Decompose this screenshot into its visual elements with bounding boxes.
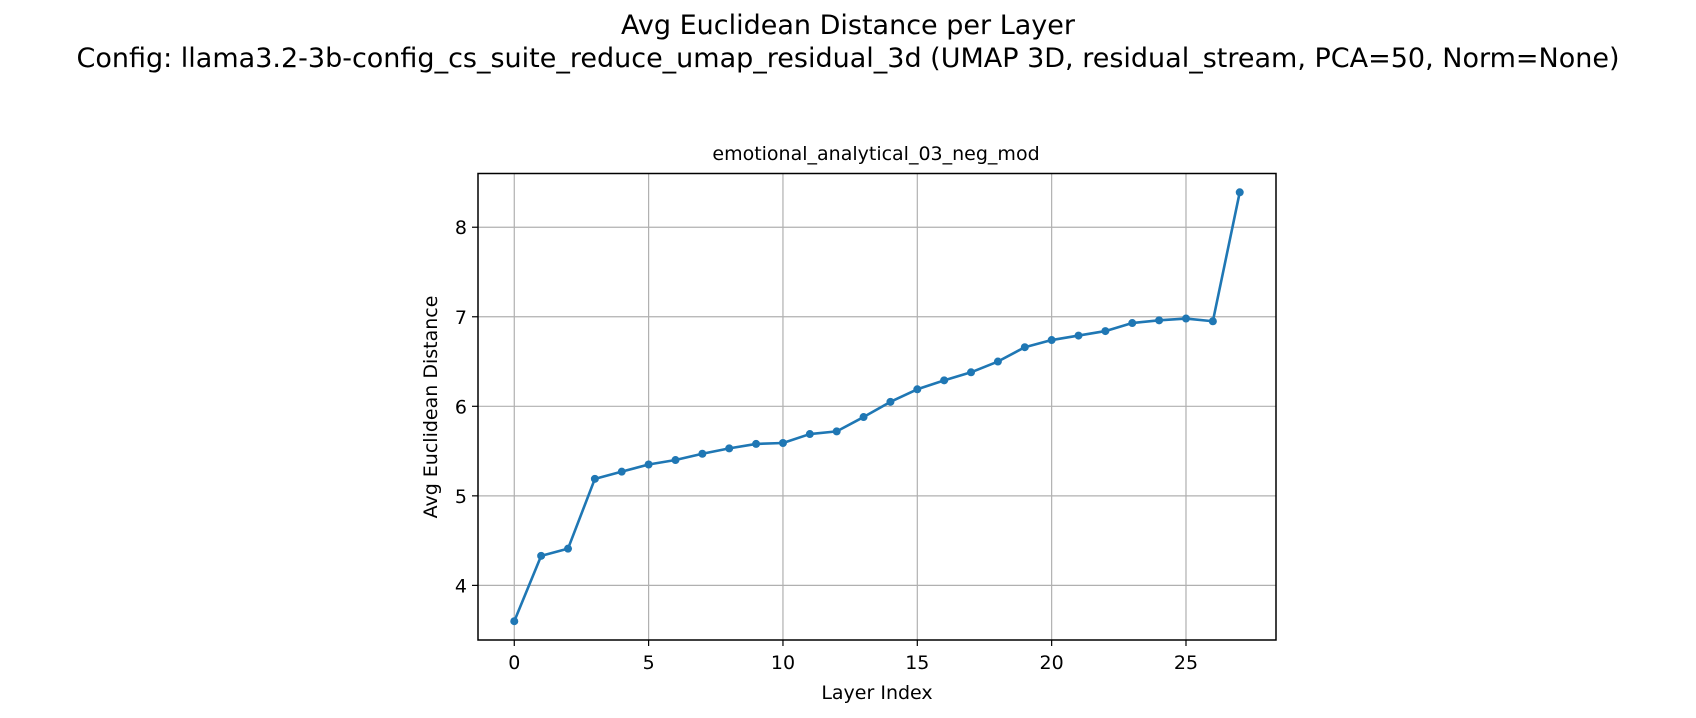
data-point <box>1020 343 1029 352</box>
data-point <box>886 397 895 406</box>
data-point <box>510 617 519 626</box>
y-tick-label: 4 <box>455 575 467 597</box>
data-point <box>913 385 922 394</box>
x-tick-label: 15 <box>905 652 929 674</box>
series <box>510 188 1244 626</box>
data-point <box>1155 316 1164 325</box>
chart-title: emotional_analytical_03_neg_mod <box>712 143 1039 165</box>
data-point <box>1208 317 1217 326</box>
data-point <box>967 368 976 377</box>
x-axis-label: Layer Index <box>821 682 932 704</box>
x-tick-label: 20 <box>1040 652 1064 674</box>
data-point <box>993 357 1002 366</box>
data-point <box>1128 319 1137 328</box>
data-point <box>617 467 626 476</box>
data-point <box>859 413 868 422</box>
x-tick-label: 25 <box>1174 652 1198 674</box>
data-point <box>537 551 546 560</box>
data-point <box>671 456 680 465</box>
data-point <box>564 544 573 553</box>
data-point <box>590 474 599 483</box>
data-point <box>1181 314 1190 323</box>
data-point <box>778 439 787 448</box>
data-point <box>940 376 949 385</box>
data-point <box>725 444 734 453</box>
y-tick-label: 7 <box>455 307 467 329</box>
figure-title: Avg Euclidean Distance per Layer <box>621 10 1075 41</box>
data-point <box>1047 336 1056 345</box>
data-point <box>1074 331 1083 340</box>
y-tick-label: 6 <box>455 396 467 418</box>
grid <box>478 173 1276 640</box>
y-tick-label: 5 <box>455 486 467 508</box>
data-point <box>752 439 761 448</box>
data-point <box>832 427 841 436</box>
y-axis-label: Avg Euclidean Distance <box>420 296 442 519</box>
x-tick-label: 0 <box>508 652 520 674</box>
axes: 0 5 10 15 20 25 4 5 6 7 8 <box>455 217 1198 674</box>
y-tick-label: 8 <box>455 217 467 239</box>
data-point <box>1101 327 1110 336</box>
x-tick-label: 5 <box>643 652 655 674</box>
data-point <box>1235 188 1244 197</box>
plot-frame <box>477 172 1277 641</box>
series-line <box>513 192 1242 622</box>
data-point <box>644 460 653 469</box>
data-point <box>805 430 814 439</box>
figure-subtitle: Config: llama3.2-3b-config_cs_suite_redu… <box>76 43 1620 74</box>
data-point <box>698 449 707 458</box>
x-tick-label: 10 <box>771 652 795 674</box>
